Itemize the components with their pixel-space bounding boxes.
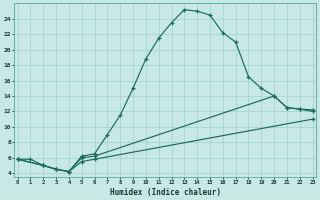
X-axis label: Humidex (Indice chaleur): Humidex (Indice chaleur) — [109, 188, 220, 197]
